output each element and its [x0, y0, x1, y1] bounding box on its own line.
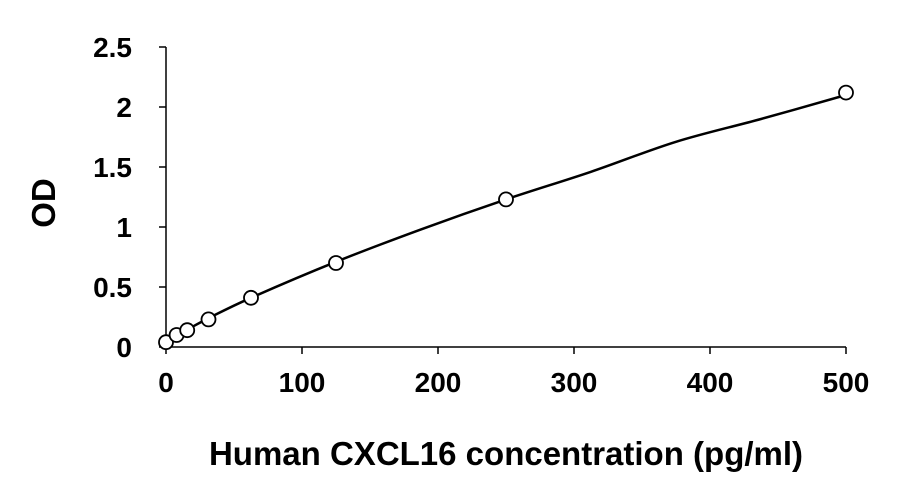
- x-tick-label: 0: [158, 367, 174, 398]
- x-tick-label: 500: [823, 367, 870, 398]
- data-point: [498, 191, 514, 208]
- y-tick-label: 0: [116, 332, 132, 363]
- y-tick-label: 2: [116, 92, 132, 123]
- y-axis-title: OD: [25, 178, 62, 228]
- data-point: [179, 322, 196, 339]
- x-axis-title: Human CXCL16 concentration (pg/ml): [209, 435, 803, 472]
- y-tick-label: 0.5: [93, 272, 132, 303]
- x-tick-label: 300: [551, 367, 598, 398]
- x-tick-label: 200: [415, 367, 462, 398]
- axes-group: [165, 47, 846, 348]
- x-tick-label: 400: [687, 367, 734, 398]
- y-tick-label: 2.5: [93, 32, 132, 63]
- data-point: [158, 334, 174, 351]
- y-tick-label: 1: [116, 212, 132, 243]
- data-point: [200, 311, 217, 328]
- data-points-group: [158, 84, 854, 351]
- x-tick-label: 100: [279, 367, 326, 398]
- x-ticks-group: 0 100 200 300 400 500: [158, 347, 869, 398]
- data-point: [328, 255, 344, 271]
- data-point: [243, 289, 259, 306]
- y-ticks-group: 0 0.5 1 1.5 2 2.5: [93, 32, 166, 363]
- y-tick-label: 1.5: [93, 152, 132, 183]
- data-point: [838, 84, 854, 101]
